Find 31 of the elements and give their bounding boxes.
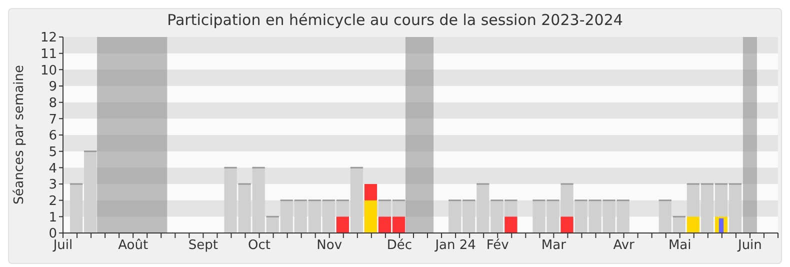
bar (718, 218, 724, 233)
x-tick-label: Oct (248, 238, 271, 254)
y-tick-label: 5 (48, 144, 57, 160)
bar (560, 216, 574, 233)
x-tick-label: Août (118, 238, 148, 254)
y-tick-label: 11 (40, 46, 57, 62)
bar (336, 216, 349, 233)
y-tick-label: 12 (40, 30, 57, 46)
x-tick-label: Sept (188, 238, 218, 254)
y-tick-label: 8 (48, 96, 57, 111)
x-tick-label: Jan 24 (434, 238, 476, 254)
y-tick-label: 10 (40, 63, 57, 78)
y-tick-label: 9 (48, 80, 57, 95)
x-tick-label: Mai (668, 238, 692, 254)
y-tick-label: 4 (48, 161, 57, 176)
chart-title: Participation en hémicycle au cours de la session 2023-2024 (166, 11, 624, 29)
bar (686, 216, 700, 233)
y-tick-label: 7 (48, 112, 57, 128)
bar (504, 216, 518, 233)
x-tick-label: Nov (316, 238, 342, 254)
y-tick-label: 1 (48, 210, 57, 226)
y-axis-title: Séances par semaine (12, 65, 26, 205)
x-tick-label: Mar (541, 238, 567, 254)
x-tick-label: Avr (613, 238, 636, 254)
x-tick-label: Juin (736, 238, 762, 254)
y-tick-label: 3 (48, 178, 57, 193)
x-tick-label: Déc (386, 238, 412, 254)
x-tick-label: Fév (486, 238, 510, 254)
y-tick-label: 2 (48, 194, 57, 209)
bar (364, 200, 378, 233)
y-tick-label: 6 (48, 128, 57, 144)
